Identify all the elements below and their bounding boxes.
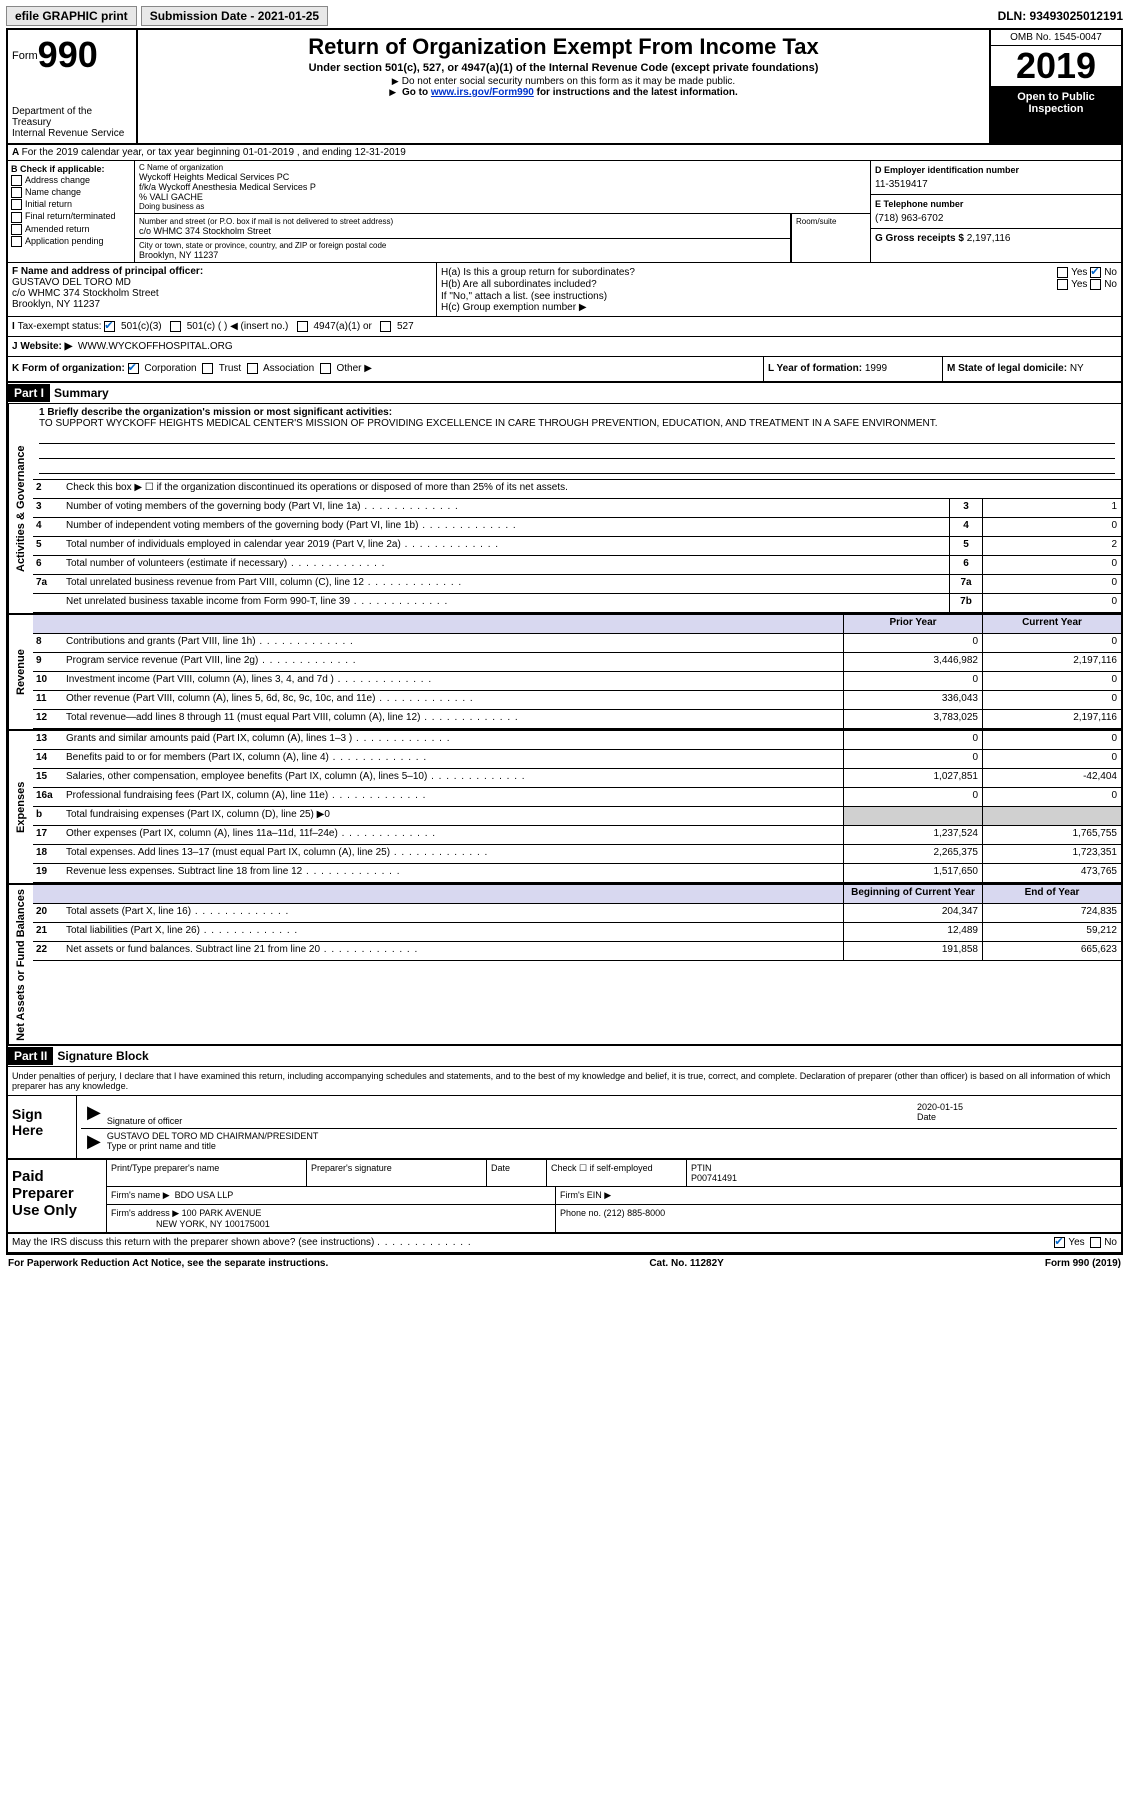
table-row: 11Other revenue (Part VIII, column (A), … [33,691,1121,710]
table-row: 19Revenue less expenses. Subtract line 1… [33,864,1121,883]
row-a: A For the 2019 calendar year, or tax yea… [8,145,1121,161]
top-bar: efile GRAPHIC print Submission Date - 20… [6,6,1123,26]
gov-row: 7aTotal unrelated business revenue from … [33,575,1121,594]
firm-addr1: 100 PARK AVENUE [182,1208,262,1218]
penalty-text: Under penalties of perjury, I declare th… [8,1067,1121,1096]
group-return-box: H(a) Is this a group return for subordin… [437,263,1121,316]
discuss-yes[interactable] [1054,1237,1065,1248]
header-mid: Return of Organization Exempt From Incom… [138,30,989,143]
sign-here-block: Sign Here ▶ Signature of officer 2020-01… [8,1096,1121,1160]
tax-status-row: I Tax-exempt status: 501(c)(3) 501(c) ( … [8,317,1121,337]
gov-row: 3Number of voting members of the governi… [33,499,1121,518]
form-label: Form [12,50,38,62]
tel-value: (718) 963-6702 [875,213,1117,224]
footer: For Paperwork Reduction Act Notice, see … [6,1255,1123,1272]
revenue-section: Revenue Prior YearCurrent Year 8Contribu… [8,615,1121,731]
preparer-block: Paid Preparer Use Only Print/Type prepar… [8,1160,1121,1234]
discuss-no[interactable] [1090,1237,1101,1248]
org-name: Wyckoff Heights Medical Services PC [139,172,866,182]
tax-year: 2019 [991,46,1121,87]
firm-name: BDO USA LLP [175,1190,234,1200]
irs-link[interactable]: www.irs.gov/Form990 [431,87,534,98]
side-netassets: Net Assets or Fund Balances [8,885,33,1045]
table-row: 16aProfessional fundraising fees (Part I… [33,788,1121,807]
org-address: c/o WHMC 374 Stockholm Street [139,226,786,236]
firm-addr2: NEW YORK, NY 100175001 [156,1219,270,1229]
fh-row: F Name and address of principal officer:… [8,263,1121,317]
table-row: 14Benefits paid to or for members (Part … [33,750,1121,769]
year-formation: 1999 [865,363,887,374]
firm-phone: (212) 885-8000 [604,1208,666,1218]
form-container: Form990 Department of the Treasury Inter… [6,28,1123,1255]
table-row: 17Other expenses (Part IX, column (A), l… [33,826,1121,845]
form-number: 990 [38,34,98,75]
chk-501c3[interactable] [104,321,115,332]
info-grid: B Check if applicable: Address change Na… [8,161,1121,263]
governance-section: Activities & Governance 1 Briefly descri… [8,404,1121,615]
side-governance: Activities & Governance [8,404,33,613]
gross-value: 2,197,116 [967,233,1011,244]
part2-header: Part IISignature Block [8,1046,1121,1067]
ein-value: 11-3519417 [875,179,1117,190]
header-left: Form990 Department of the Treasury Inter… [8,30,138,143]
gov-row: 4Number of independent voting members of… [33,518,1121,537]
table-row: 8Contributions and grants (Part VIII, li… [33,634,1121,653]
discuss-row: May the IRS discuss this return with the… [8,1234,1121,1252]
state-domicile: NY [1070,363,1084,374]
gov-row: 6Total number of volunteers (estimate if… [33,556,1121,575]
gov-row: 2Check this box ▶ ☐ if the organization … [33,480,1121,499]
table-row: 9Program service revenue (Part VIII, lin… [33,653,1121,672]
table-row: 12Total revenue—add lines 8 through 11 (… [33,710,1121,729]
form-title: Return of Organization Exempt From Incom… [144,34,983,60]
inspection-badge: Open to Public Inspection [991,87,1121,143]
table-row: bTotal fundraising expenses (Part IX, co… [33,807,1121,826]
check-column: B Check if applicable: Address change Na… [8,161,135,262]
table-row: 18Total expenses. Add lines 13–17 (must … [33,845,1121,864]
chk-name[interactable]: Name change [11,187,131,198]
ptin: P00741491 [691,1173,737,1183]
officer-box: F Name and address of principal officer:… [8,263,437,316]
header-right: OMB No. 1545-0047 2019 Open to Public In… [989,30,1121,143]
header-row: Form990 Department of the Treasury Inter… [8,30,1121,145]
side-expenses: Expenses [8,731,33,883]
chk-initial[interactable]: Initial return [11,199,131,210]
department-text: Department of the Treasury Internal Reve… [12,106,132,139]
right-column: D Employer identification number 11-3519… [870,161,1121,262]
table-row: 15Salaries, other compensation, employee… [33,769,1121,788]
side-revenue: Revenue [8,615,33,729]
klm-row: K Form of organization: Corporation Trus… [8,357,1121,382]
gov-row: 5Total number of individuals employed in… [33,537,1121,556]
table-row: 13Grants and similar amounts paid (Part … [33,731,1121,750]
table-row: 21Total liabilities (Part X, line 26)12,… [33,923,1121,942]
org-care: % VALI GACHE [139,192,866,202]
room-label: Room/suite [796,217,836,226]
efile-button[interactable]: efile GRAPHIC print [6,6,137,26]
chk-pending[interactable]: Application pending [11,236,131,247]
org-city: Brooklyn, NY 11237 [139,250,786,260]
website-row: J Website: ▶ WWW.WYCKOFFHOSPITAL.ORG [8,337,1121,357]
officer-name: GUSTAVO DEL TORO MD CHAIRMAN/PRESIDENT [107,1131,1117,1141]
subtitle-2: Do not enter social security numbers on … [144,76,983,87]
org-column: C Name of organization Wyckoff Heights M… [135,161,870,262]
subtitle-3: Go to www.irs.gov/Form990 for instructio… [144,87,983,98]
mission-text: TO SUPPORT WYCKOFF HEIGHTS MEDICAL CENTE… [39,418,938,429]
part1-header: Part ISummary [8,383,1121,404]
expenses-section: Expenses 13Grants and similar amounts pa… [8,731,1121,885]
table-row: 20Total assets (Part X, line 16)204,3477… [33,904,1121,923]
dln-text: DLN: 93493025012191 [998,9,1123,23]
submission-button[interactable]: Submission Date - 2021-01-25 [141,6,328,26]
table-row: 10Investment income (Part VIII, column (… [33,672,1121,691]
table-row: 22Net assets or fund balances. Subtract … [33,942,1121,961]
website-value: WWW.WYCKOFFHOSPITAL.ORG [78,341,233,352]
chk-final[interactable]: Final return/terminated [11,211,131,222]
chk-address[interactable]: Address change [11,175,131,186]
netassets-section: Net Assets or Fund Balances Beginning of… [8,885,1121,1047]
omb-number: OMB No. 1545-0047 [991,30,1121,46]
chk-amended[interactable]: Amended return [11,224,131,235]
gov-row: Net unrelated business taxable income fr… [33,594,1121,613]
subtitle-1: Under section 501(c), 527, or 4947(a)(1)… [144,62,983,74]
org-fka: f/k/a Wyckoff Anesthesia Medical Service… [139,182,866,192]
